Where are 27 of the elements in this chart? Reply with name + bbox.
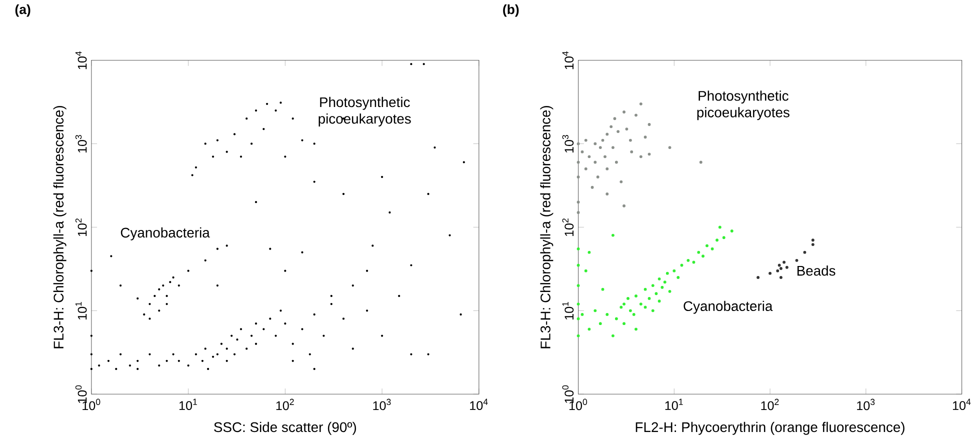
chart-title: (a) <box>15 4 30 17</box>
annotation: Photosynthetic picoeukaryotes <box>318 97 411 127</box>
x-tick-label: 10$^{3}$ <box>373 398 391 410</box>
x-tick-label: 10$^{4}$ <box>952 398 971 410</box>
x-axis-title: SSC: Side scatter (90º) <box>214 422 356 435</box>
y-axis-title: FL3-H: Chlorophyll-a (red fluorescence) <box>540 106 554 348</box>
y-tick-label: 10$^{4}$ <box>562 52 574 70</box>
x-tick-label: 10$^{1}$ <box>179 398 197 410</box>
x-tick-label: 10$^{2}$ <box>276 398 294 410</box>
y-axis-title: FL3-H: Chlorophyll-a (red fluorescence) <box>53 106 66 348</box>
y-tick-label: 10$^{1}$ <box>75 302 87 320</box>
annotation: Beads <box>797 266 836 276</box>
y-tick-label: 10$^{3}$ <box>562 135 574 153</box>
annotation: Cyanobacteria <box>120 227 210 240</box>
x-tick-label: 10$^{1}$ <box>665 398 683 410</box>
x-tick-label: 10$^{2}$ <box>761 398 779 410</box>
x-tick-label: 10$^{4}$ <box>470 398 488 410</box>
x-axis-title: FL2-H: Phycoerythrin (orange fluorescence) <box>636 422 904 435</box>
y-tick-label: 10$^{4}$ <box>75 52 87 70</box>
annotation: Cyanobacteria <box>684 300 773 314</box>
y-tick-label: 10$^{3}$ <box>75 135 87 153</box>
y-tick-label: 10$^{2}$ <box>75 218 87 236</box>
annotation: Photosynthetic picoeukaryotes <box>697 90 790 120</box>
x-tick-label: 10$^{3}$ <box>857 398 875 410</box>
y-tick-label: 10$^{2}$ <box>562 218 574 236</box>
chart-title: (b) <box>503 4 519 17</box>
y-tick-label: 10$^{1}$ <box>562 302 574 320</box>
